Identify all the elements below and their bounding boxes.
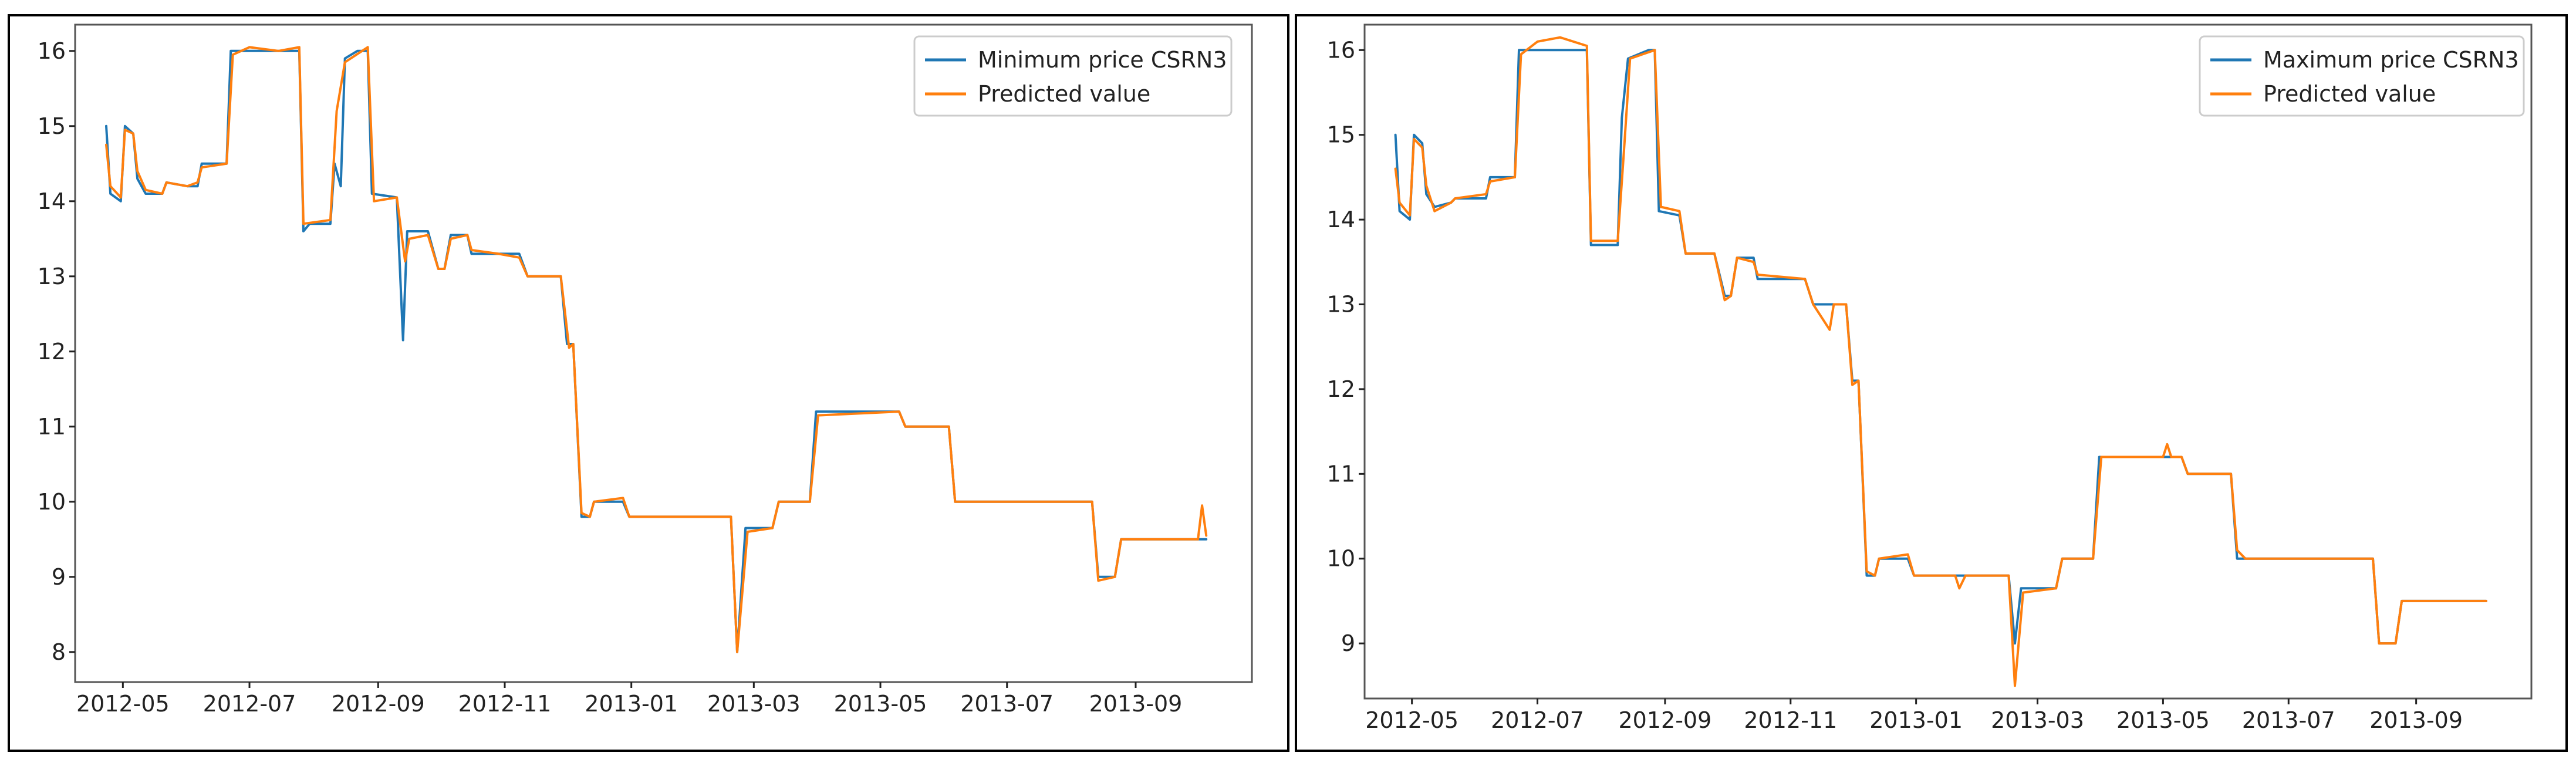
x-tick-label: 2013-03 [1991,707,2084,733]
panel-border [8,14,1289,752]
x-tick-label: 2012-07 [1491,707,1584,733]
legend-label-actual: Minimum price CSRN3 [978,47,1227,73]
series-line-predicted [105,46,1208,653]
x-tick-label: 2012-05 [76,691,170,717]
x-tick-label: 2012-11 [1744,707,1837,733]
y-tick-label: 16 [1327,37,1355,63]
series-line-predicted [1394,36,2487,687]
legend-label-predicted: Predicted value [2263,81,2436,107]
y-tick-label: 10 [38,489,66,515]
legend: Maximum price CSRN3 Predicted value [2199,35,2525,117]
x-tick-label: 2013-09 [1089,691,1183,717]
y-tick-label: 10 [1327,546,1355,572]
minimum-price-chart: 8 9 10 11 12 13 14 15 16 2012-05 2012-07 2012-09 201… [8,14,1289,752]
series-line-actual [105,49,1208,653]
y-tick-label: 14 [38,188,66,214]
series-line-actual [1394,49,2487,645]
y-tick-label: 12 [1327,376,1355,402]
y-tick-label: 12 [38,339,66,365]
plot-area: 9 10 11 12 13 14 15 16 2012-05 2012-07 2012-09 2012… [1327,23,2533,733]
axes-frame [74,23,1253,683]
x-tick-label: 2012-05 [1365,707,1459,733]
x-tick-label: 2012-11 [458,691,552,717]
legend-label-actual: Maximum price CSRN3 [2263,47,2519,73]
x-tick-label: 2013-05 [834,691,927,717]
legend-box [2199,35,2525,117]
y-tick-label: 15 [1327,122,1355,148]
y-tick-label: 8 [52,639,66,665]
x-tick-label: 2012-09 [1619,707,1712,733]
y-tick-label: 13 [1327,292,1355,318]
y-tick-label: 14 [1327,207,1355,232]
plot-area: 8 9 10 11 12 13 14 15 16 2012-05 2012-07 2012-09 201… [38,23,1253,717]
y-tick-label: 16 [38,38,66,64]
y-tick-label: 9 [52,564,66,590]
x-tick-label: 2013-07 [960,691,1054,717]
x-tick-label: 2012-07 [203,691,296,717]
x-tick-label: 2013-07 [2242,707,2335,733]
y-tick-label: 11 [1327,461,1355,487]
legend-box [913,35,1233,117]
x-tick-label: 2013-03 [707,691,801,717]
x-tick-label: 2013-01 [585,691,678,717]
legend: Minimum price CSRN3 Predicted value [913,35,1233,117]
x-tick-label: 2013-09 [2369,707,2463,733]
x-tick-label: 2012-09 [332,691,425,717]
x-tick-label: 2013-05 [2116,707,2210,733]
y-tick-label: 11 [38,414,66,440]
axes-frame [1363,23,2533,700]
legend-label-predicted: Predicted value [978,81,1150,107]
x-tick-label: 2013-01 [1869,707,1963,733]
panel-border [1295,14,2568,752]
maximum-price-chart: 9 10 11 12 13 14 15 16 2012-05 2012-07 2012-09 2012… [1295,14,2568,752]
y-tick-label: 9 [1341,630,1355,656]
y-tick-label: 13 [38,264,66,289]
y-tick-label: 15 [38,113,66,139]
